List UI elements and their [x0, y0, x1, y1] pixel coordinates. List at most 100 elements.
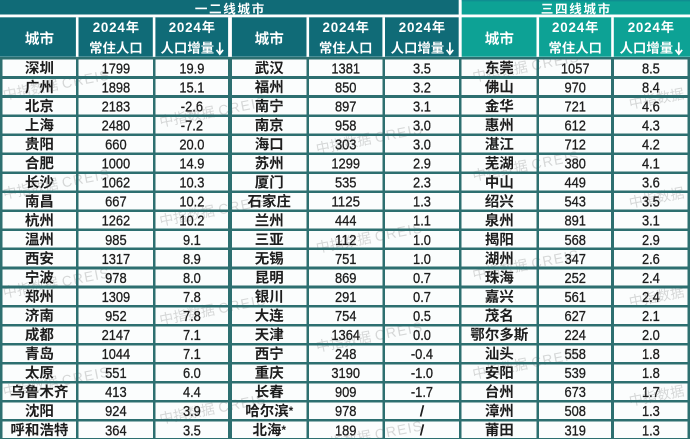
svg-text:2024: 2024	[169, 20, 202, 35]
svg-text:20.0: 20.0	[179, 138, 204, 154]
svg-text:721: 721	[564, 99, 585, 115]
svg-text:535: 535	[335, 176, 356, 192]
svg-text:1125: 1125	[331, 195, 360, 211]
svg-text:1.3: 1.3	[642, 423, 660, 439]
svg-text:2480: 2480	[102, 118, 131, 134]
svg-text:4.3: 4.3	[642, 118, 660, 134]
svg-text:1898: 1898	[102, 80, 131, 96]
svg-text:958: 958	[335, 118, 356, 134]
svg-text:970: 970	[564, 80, 585, 96]
svg-text:2.3: 2.3	[413, 176, 431, 192]
svg-text:2024: 2024	[323, 20, 356, 35]
svg-text:897: 897	[335, 99, 356, 115]
svg-text:1262: 1262	[102, 214, 131, 230]
svg-text:*: *	[281, 425, 286, 437]
svg-text:568: 568	[564, 233, 585, 249]
svg-text:667: 667	[105, 195, 126, 211]
svg-text:-1.7: -1.7	[411, 385, 433, 401]
svg-text:2024: 2024	[628, 20, 661, 35]
svg-text:*: *	[289, 406, 294, 418]
svg-text:2.9: 2.9	[642, 233, 660, 249]
svg-text:4.2: 4.2	[642, 138, 660, 154]
svg-text:CREIS: CREIS	[686, 75, 690, 100]
svg-text:8.9: 8.9	[183, 252, 201, 268]
svg-text:364: 364	[105, 423, 126, 439]
svg-text:1.3: 1.3	[413, 195, 431, 211]
svg-text:1044: 1044	[102, 347, 131, 363]
svg-text:627: 627	[564, 309, 585, 325]
svg-text:539: 539	[564, 366, 585, 382]
svg-text:2.6: 2.6	[642, 252, 660, 268]
svg-text:850: 850	[335, 80, 356, 96]
svg-text:551: 551	[105, 366, 126, 382]
svg-text:7.1: 7.1	[183, 328, 201, 344]
svg-text:10.3: 10.3	[179, 176, 204, 192]
svg-text:3.1: 3.1	[642, 214, 660, 230]
svg-text:413: 413	[105, 385, 126, 401]
svg-text:4.4: 4.4	[183, 385, 201, 401]
svg-text:660: 660	[105, 138, 126, 154]
svg-text:3190: 3190	[331, 366, 360, 382]
svg-text:CREIS: CREIS	[686, 372, 690, 397]
svg-text:978: 978	[105, 271, 126, 287]
svg-text:1299: 1299	[331, 157, 360, 173]
svg-text:252: 252	[564, 271, 585, 287]
svg-text:3.2: 3.2	[413, 80, 431, 96]
svg-text:2024: 2024	[552, 20, 585, 35]
svg-text:7.8: 7.8	[183, 290, 201, 306]
svg-text:2.0: 2.0	[642, 328, 660, 344]
svg-text:-0.4: -0.4	[411, 347, 433, 363]
svg-text:CREIS: CREIS	[686, 174, 690, 199]
svg-text:1381: 1381	[331, 61, 360, 77]
svg-text:14.9: 14.9	[179, 157, 204, 173]
svg-text:754: 754	[335, 309, 356, 325]
svg-text:1.1: 1.1	[413, 214, 431, 230]
svg-text:2.4: 2.4	[642, 271, 660, 287]
svg-text:319: 319	[564, 423, 585, 439]
svg-text:1062: 1062	[102, 176, 131, 192]
svg-text:1.8: 1.8	[642, 366, 660, 382]
svg-text:0.7: 0.7	[413, 290, 431, 306]
svg-text:0.0: 0.0	[413, 328, 431, 344]
svg-text:9.1: 9.1	[183, 233, 201, 249]
svg-text:891: 891	[564, 214, 585, 230]
svg-text:612: 612	[564, 118, 585, 134]
svg-text:444: 444	[335, 214, 356, 230]
svg-text:7.1: 7.1	[183, 347, 201, 363]
svg-text:-1.0: -1.0	[411, 366, 433, 382]
svg-text:8.0: 8.0	[183, 271, 201, 287]
svg-text:1309: 1309	[102, 290, 131, 306]
svg-text:1317: 1317	[102, 252, 131, 268]
svg-text:1.0: 1.0	[413, 252, 431, 268]
svg-text:0.7: 0.7	[413, 271, 431, 287]
svg-text:2.9: 2.9	[413, 157, 431, 173]
svg-text:924: 924	[105, 404, 126, 420]
svg-text:4.1: 4.1	[642, 157, 660, 173]
svg-text:1000: 1000	[102, 157, 131, 173]
svg-text:952: 952	[105, 309, 126, 325]
svg-text:712: 712	[564, 138, 585, 154]
svg-text:543: 543	[564, 195, 585, 211]
svg-text:985: 985	[105, 233, 126, 249]
svg-text:1.0: 1.0	[413, 233, 431, 249]
svg-text:8.5: 8.5	[642, 61, 660, 77]
svg-text:10.2: 10.2	[179, 195, 204, 211]
svg-text:2.1: 2.1	[642, 309, 660, 325]
svg-text:2024: 2024	[399, 20, 432, 35]
svg-text:978: 978	[335, 404, 356, 420]
svg-text:224: 224	[564, 328, 585, 344]
svg-text:508: 508	[564, 404, 585, 420]
svg-text:347: 347	[564, 252, 585, 268]
svg-text:3.0: 3.0	[413, 138, 431, 154]
svg-text:1799: 1799	[102, 61, 131, 77]
svg-text:15.1: 15.1	[179, 80, 204, 96]
svg-text:3.1: 3.1	[413, 99, 431, 115]
svg-text:2024: 2024	[93, 20, 126, 35]
svg-text:3.6: 3.6	[642, 176, 660, 192]
svg-text:248: 248	[335, 347, 356, 363]
svg-text:1.3: 1.3	[642, 404, 660, 420]
svg-text:3.0: 3.0	[413, 118, 431, 134]
svg-text:909: 909	[335, 385, 356, 401]
svg-text:673: 673	[564, 385, 585, 401]
svg-text:-7.2: -7.2	[181, 118, 203, 134]
